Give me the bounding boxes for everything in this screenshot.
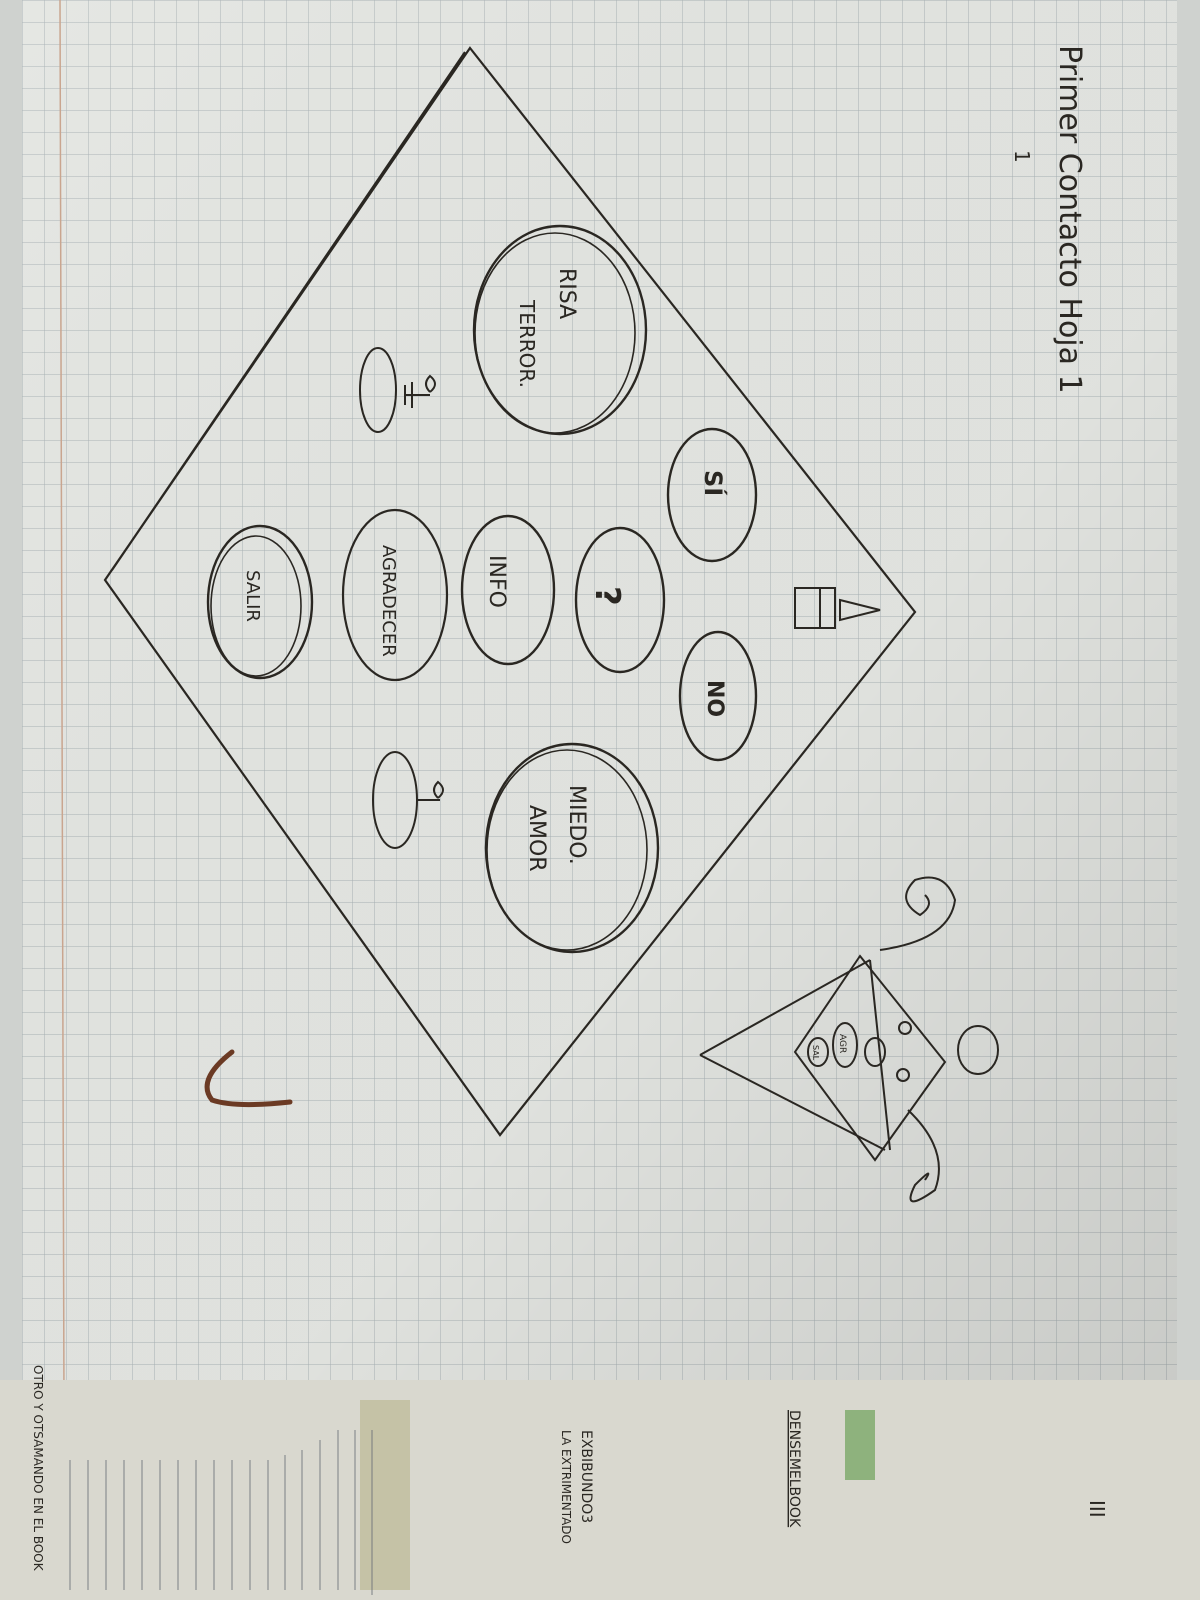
salir-button[interactable]: SALIR: [206, 524, 314, 680]
cup-sketch-icon: [359, 347, 436, 433]
question-button[interactable]: ?: [574, 526, 666, 674]
svg-text:NO: NO: [702, 680, 727, 717]
bottom-note-3: LA EXTRIMENTADO: [559, 1430, 573, 1544]
svg-text:?: ?: [587, 586, 627, 606]
bottom-note-1: DENSEMELBOOK: [786, 1410, 802, 1528]
diamond-frame: [103, 46, 917, 1137]
info-button[interactable]: INFO: [460, 514, 556, 666]
bottom-note-2: EXBIBUNDO3: [578, 1430, 594, 1523]
svg-text:LA EXTRIMENTADO: LA EXTRIMENTADO: [559, 1430, 573, 1544]
svg-text:DENSEMELBOOK: DENSEMELBOOK: [786, 1410, 802, 1528]
corner-mark: 1: [1010, 150, 1034, 163]
miedo-label: MIEDO.: [564, 785, 589, 865]
si-button[interactable]: SÍ: [666, 427, 758, 563]
sheet-title: Primer Contacto Hoja 1: [1052, 45, 1087, 394]
bottom-strip-note: OTRO Y OTSAMANDO EN EL BOOK: [31, 1365, 45, 1572]
underlying-pages: [0, 1380, 1200, 1600]
svg-text:AGR: AGR: [837, 1034, 847, 1053]
cup-sketch-icon: [372, 751, 444, 849]
svg-text:1: 1: [1010, 150, 1034, 163]
grid-paper-sheet: [22, 0, 1177, 1411]
brown-checkmark: [204, 1049, 293, 1108]
page-mark: III: [1085, 1500, 1109, 1518]
agradecer-button[interactable]: AGRADECER: [341, 508, 449, 682]
terror-label: TERROR.: [515, 299, 539, 388]
svg-text:INFO: INFO: [484, 555, 509, 608]
mini-diagram: AGR SAL: [699, 876, 999, 1203]
amor-label: AMOR: [524, 805, 549, 872]
svg-text:III: III: [1085, 1500, 1109, 1518]
svg-text:SALIR: SALIR: [242, 570, 263, 622]
scribbled-notes: [69, 1430, 373, 1595]
svg-text:OTRO Y OTSAMANDO EN EL BOOK: OTRO Y OTSAMANDO EN EL BOOK: [31, 1365, 45, 1572]
cup-sketch-icon: [794, 587, 881, 629]
no-button[interactable]: NO: [678, 630, 758, 762]
svg-text:SAL: SAL: [811, 1045, 820, 1061]
miedo-amor-button[interactable]: MIEDO. AMOR: [484, 742, 660, 954]
svg-text:EXBIBUNDO3: EXBIBUNDO3: [578, 1430, 594, 1523]
risa-terror-button[interactable]: RISA TERROR.: [472, 224, 648, 436]
svg-text:SÍ: SÍ: [699, 470, 728, 496]
svg-text:Primer Contacto Hoja 1: Primer Contacto Hoja 1: [1052, 45, 1087, 394]
risa-label: RISA: [554, 268, 579, 319]
svg-text:AGRADECER: AGRADECER: [378, 545, 399, 657]
